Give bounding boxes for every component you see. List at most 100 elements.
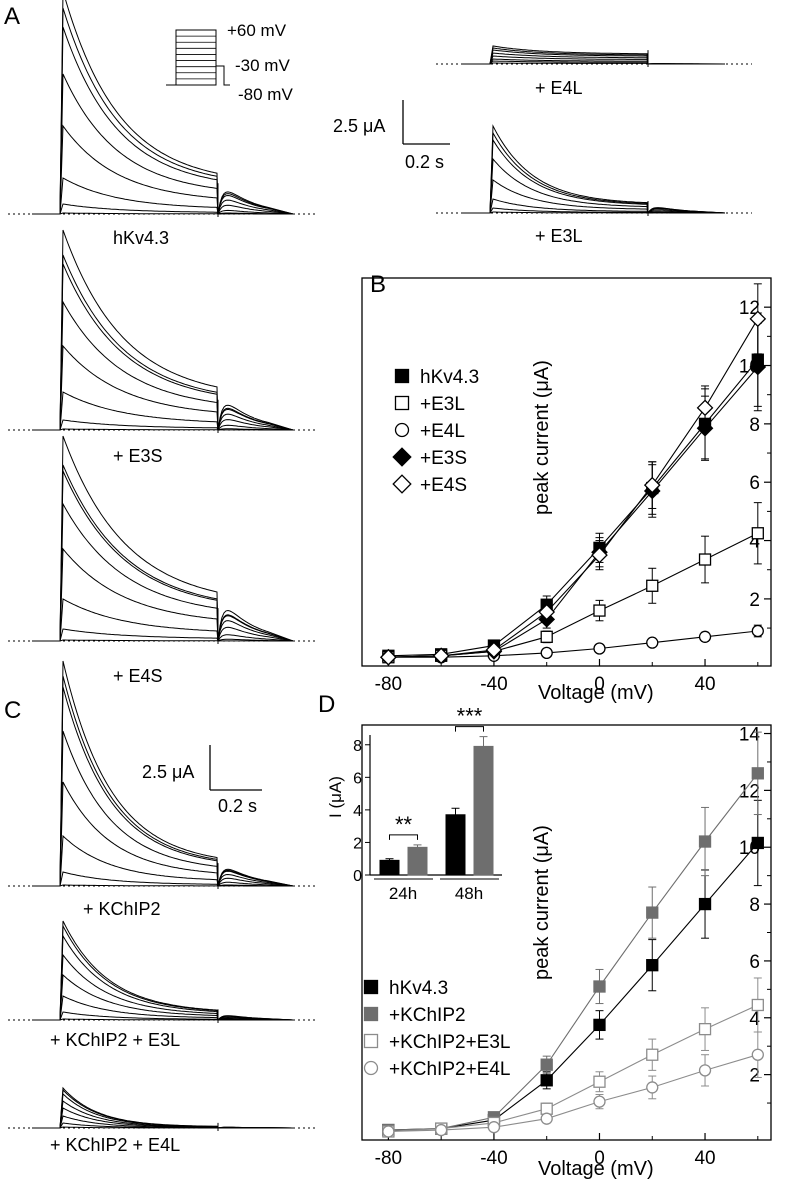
y-tick-label: 12 — [739, 781, 760, 802]
legend-marker — [363, 979, 379, 995]
inset-ylabel: I (μA) — [326, 776, 345, 818]
trace-e3s-sweep — [32, 254, 294, 431]
data-point — [646, 1081, 659, 1094]
chart-d-xlabel: Voltage (mV) — [538, 1158, 654, 1180]
data-point — [646, 579, 659, 592]
inset-category-label: 48h — [455, 884, 483, 903]
y-tick-label: 4 — [749, 532, 760, 553]
inset-y-tick-label: 6 — [353, 770, 362, 787]
data-point — [698, 897, 712, 911]
inset-y-tick-label: 2 — [353, 835, 362, 852]
trace-e3l-sweep — [462, 198, 726, 214]
trace-kchip2-e4l-sweep — [32, 1092, 294, 1129]
trace-hkv43-sweep — [32, 177, 294, 215]
trace-e4s-sweep — [32, 502, 294, 642]
panel-letter-d: D — [318, 691, 335, 718]
trace-e3s-sweep — [32, 300, 294, 431]
x-tick-label: -40 — [480, 1148, 507, 1169]
data-point — [643, 476, 661, 494]
trace-kchip2-e3l-sweep — [32, 995, 294, 1021]
protocol-label-hold: -30 mV — [235, 56, 290, 75]
legend-marker — [363, 1006, 379, 1022]
inset-y-tick-label: 0 — [353, 868, 362, 885]
legend-label: +KChIP2 — [389, 1005, 466, 1026]
inset-y-tick-label: 4 — [353, 803, 362, 820]
legend-marker — [363, 1033, 379, 1049]
trace-kchip2-e3l-sweep — [32, 934, 294, 1022]
series-line — [388, 359, 759, 657]
trace-e3s-sweep — [32, 344, 294, 431]
chart-d-legend: hKv4.3 +KChIP2 +KChIP2+E3L +KChIP2+E4L — [363, 978, 510, 1080]
y-tick-label: 8 — [749, 895, 760, 916]
x-tick-label: -80 — [375, 1148, 402, 1169]
trace-kchip2-sweep — [32, 730, 294, 887]
data-point — [540, 1112, 553, 1125]
data-point — [646, 1048, 659, 1061]
trace-e4s-sweep — [32, 547, 294, 642]
legend-label: +E4L — [420, 421, 465, 442]
data-point — [751, 998, 764, 1012]
legend-marker — [363, 1060, 379, 1076]
trace-hkv43-sweep — [32, 212, 293, 215]
scale-bar-a-time: 0.2 s — [405, 152, 444, 172]
trace-kchip2-sweep — [32, 781, 294, 888]
x-tick-label: 0 — [594, 674, 605, 695]
chart-d-series — [382, 731, 764, 1138]
trace-e3l-sweep — [462, 179, 726, 214]
inset-bar — [407, 846, 428, 876]
data-point — [646, 636, 659, 649]
data-point — [696, 399, 714, 417]
chart-b-frame — [361, 277, 772, 667]
x-tick-label: 0 — [594, 1148, 605, 1169]
trace-kchip2-sweep — [32, 675, 294, 887]
trace-kchip2-sweep — [32, 884, 293, 887]
protocol-step-box — [175, 29, 217, 86]
protocol-steps — [176, 35, 216, 80]
data-point — [540, 1058, 553, 1071]
y-tick-label: 2 — [749, 590, 760, 611]
y-tick-label: 14 — [739, 725, 761, 746]
significance-bracket — [389, 834, 418, 840]
inset-bar-chart: I (μA) 0 2 4 6 8 24h ** 48h *** — [326, 704, 502, 903]
inset-bar — [473, 745, 494, 876]
x-tick-label: -40 — [480, 674, 507, 695]
data-point — [435, 1123, 448, 1137]
data-point — [698, 553, 712, 566]
legend-marker — [394, 368, 410, 384]
legend-label: +E4S — [420, 475, 467, 496]
series-line — [388, 1004, 759, 1133]
significance-label: *** — [457, 704, 483, 729]
legend-label: +KChIP2+E4L — [389, 1059, 510, 1080]
trace-kchip2-sweep — [32, 686, 294, 887]
data-point — [591, 546, 608, 564]
data-point — [751, 624, 764, 638]
voltage-protocol-inset — [166, 29, 230, 86]
data-point — [751, 1048, 764, 1061]
chart-b-series — [380, 283, 767, 666]
legend-marker — [394, 395, 410, 411]
x-tick-label: -80 — [375, 674, 402, 695]
data-point — [698, 1022, 712, 1036]
chart-b-xlabel: Voltage (mV) — [538, 682, 654, 704]
current-traces — [8, 0, 752, 1131]
data-point — [540, 1074, 553, 1087]
trace-e4s-sweep — [32, 639, 293, 642]
scale-bar-c — [209, 745, 262, 791]
data-point — [646, 906, 659, 919]
trace-e3s-sweep — [32, 229, 294, 431]
legend-label: +KChIP2+E3L — [389, 1032, 510, 1053]
significance-bracket — [455, 726, 484, 732]
trace-label-e3l: + E3L — [535, 226, 583, 246]
x-tick-label: 40 — [694, 1148, 715, 1169]
panel-letter-a: A — [4, 3, 20, 30]
trace-e3s-sweep — [32, 391, 294, 432]
inset-bar — [379, 859, 400, 876]
data-point — [485, 641, 503, 659]
data-point — [751, 527, 764, 540]
data-point — [380, 648, 397, 666]
panel-letter-c: C — [4, 697, 21, 724]
trace-label-kchip2: + KChIP2 — [83, 899, 161, 919]
